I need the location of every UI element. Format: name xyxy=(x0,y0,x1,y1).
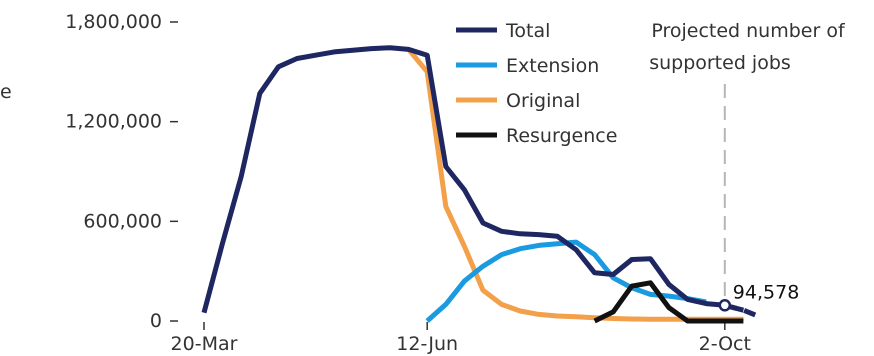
legend-label: Resurgence xyxy=(506,125,617,147)
y-tick-label: 1,800,000 xyxy=(65,11,162,33)
y-tick-label: 600,000 xyxy=(83,210,162,232)
x-axis: 20-Mar 12-Jun 2-Oct xyxy=(171,322,751,355)
y-tick-label: 0 xyxy=(150,310,162,332)
legend: Total Extension Original Resurgence xyxy=(456,20,617,147)
projection-annotation-line1: Projected number of xyxy=(651,20,846,42)
y-axis-label: e xyxy=(0,81,12,103)
projection-annotation-line2: supported jobs xyxy=(649,52,791,74)
series-line-resurgence xyxy=(593,280,744,324)
legend-label: Total xyxy=(505,20,550,42)
legend-label: Extension xyxy=(506,55,599,77)
series-group xyxy=(201,45,763,324)
x-tick-label: 12-Jun xyxy=(396,333,458,355)
x-tick-label: 20-Mar xyxy=(171,333,238,355)
series-line-projection xyxy=(724,302,763,321)
legend-label: Original xyxy=(506,90,580,112)
projection-point-marker xyxy=(718,299,732,312)
y-tick-label: 1,200,000 xyxy=(65,111,162,133)
y-axis: 0 600,000 1,200,000 1,800,000 xyxy=(65,11,178,332)
projection-annotation: Projected number of supported jobs xyxy=(649,20,846,296)
series-line-total xyxy=(201,45,745,314)
point-label-group: 94,578 xyxy=(718,281,799,312)
projection-point-label: 94,578 xyxy=(733,281,799,303)
x-tick-label: 2-Oct xyxy=(699,333,751,355)
